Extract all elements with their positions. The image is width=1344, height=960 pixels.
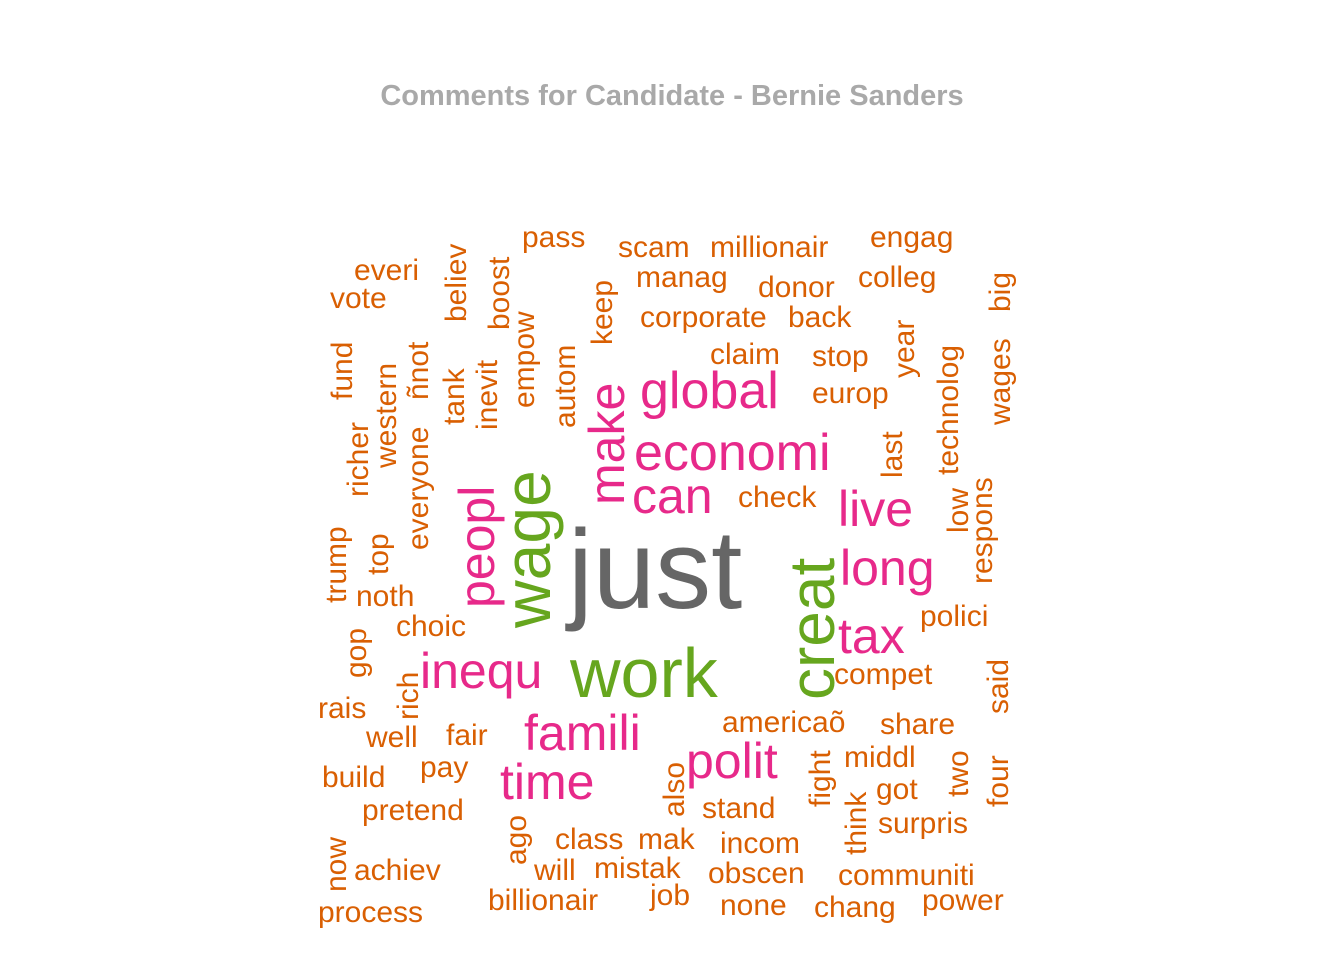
word-empow: empow: [508, 311, 541, 408]
word-achiev: achiev: [354, 854, 441, 887]
word-got: got: [876, 773, 918, 806]
word-long: long: [840, 540, 935, 596]
word-now: now: [320, 837, 353, 892]
word-respons: respons: [966, 477, 999, 584]
word-compet: compet: [834, 658, 933, 691]
word-last: last: [876, 431, 909, 478]
word-mistak: mistak: [594, 852, 682, 885]
word-believ: believ: [440, 244, 473, 322]
word-inequ: inequ: [420, 643, 542, 699]
word-share: share: [880, 708, 955, 741]
word-noth: noth: [356, 580, 414, 613]
chart-title: Comments for Candidate - Bernie Sanders: [380, 80, 964, 112]
word-pass: pass: [522, 221, 585, 254]
word-economi: economi: [634, 424, 831, 482]
word-top: top: [362, 533, 395, 575]
word-big: big: [984, 272, 1017, 312]
word-communiti: communiti: [838, 859, 975, 892]
word-famili: famili: [524, 705, 641, 761]
word-class: class: [555, 823, 623, 856]
word-rais: rais: [318, 692, 366, 725]
word-rich: rich: [392, 672, 425, 720]
word-trump: trump: [320, 526, 353, 603]
word-pay: pay: [420, 751, 468, 784]
word-back: back: [788, 301, 852, 334]
word-pretend: pretend: [362, 794, 464, 827]
word-chang: chang: [814, 891, 896, 924]
word-technolog: technolog: [932, 345, 965, 475]
word-corporate: corporate: [640, 301, 767, 334]
word-live: live: [838, 481, 913, 537]
word-autom: autom: [549, 345, 582, 428]
word-can: can: [632, 468, 713, 524]
word-everi: everi: [354, 254, 419, 287]
word-four: four: [982, 755, 1015, 807]
word-year: year: [888, 320, 921, 378]
word-donor: donor: [758, 271, 835, 304]
word-obscen: obscen: [708, 857, 805, 890]
word-will: will: [533, 854, 576, 887]
word-claim: claim: [710, 338, 780, 371]
word-polici: polici: [920, 600, 988, 633]
word-western: western: [370, 363, 403, 469]
word-mak: mak: [638, 823, 696, 856]
word-ago: ago: [500, 815, 533, 865]
word-also: also: [658, 762, 691, 817]
word-stop: stop: [812, 340, 869, 373]
word-vote: vote: [330, 282, 387, 315]
word-tax: tax: [838, 608, 905, 664]
word-stand: stand: [702, 792, 775, 825]
word-none: none: [720, 889, 787, 922]
word-richer: richer: [342, 422, 375, 497]
word-global: global: [640, 362, 779, 420]
word-choic: choic: [396, 610, 466, 643]
word-fight: fight: [804, 750, 837, 807]
word-middl: middl: [844, 741, 916, 774]
word-billionair: billionair: [488, 884, 598, 917]
word-job: job: [649, 879, 690, 912]
word-time: time: [500, 754, 594, 810]
word-make: make: [579, 383, 635, 505]
word-inevit: inevit: [471, 359, 504, 430]
word-work: work: [569, 634, 719, 712]
word-power: power: [922, 884, 1004, 917]
word-boost: boost: [483, 256, 516, 330]
word-said: said: [982, 659, 1015, 714]
word-gop: gop: [340, 628, 373, 678]
word-engag: engag: [870, 221, 953, 254]
word-check: check: [738, 481, 817, 514]
word-scam: scam: [618, 231, 690, 264]
word-fund: fund: [326, 342, 359, 400]
word-build: build: [322, 761, 385, 794]
word-polit: polit: [686, 733, 778, 789]
word-just: just: [565, 507, 742, 632]
word-tank: tank: [438, 367, 471, 425]
word-low: low: [942, 488, 975, 533]
word-not: ñnot: [402, 341, 435, 400]
word-keep: keep: [586, 280, 619, 345]
word-wages: wages: [984, 338, 1017, 426]
word-everyone: everyone: [402, 427, 435, 550]
word-colleg: colleg: [858, 261, 936, 294]
word-europ: europ: [812, 377, 889, 410]
word-well: well: [365, 721, 418, 754]
word-process: process: [318, 896, 423, 929]
word-surpris: surpris: [878, 807, 968, 840]
word-two: two: [942, 750, 975, 797]
word-creat: creat: [776, 558, 848, 701]
word-wage: wage: [490, 470, 564, 629]
word-think: think: [840, 791, 873, 855]
word-peopl: peopl: [449, 486, 505, 608]
word-manag: manag: [636, 261, 728, 294]
word-millionair: millionair: [710, 231, 828, 264]
word-fair: fair: [446, 719, 488, 752]
word-america: americaõ: [722, 706, 845, 739]
word-incom: incom: [720, 827, 800, 860]
